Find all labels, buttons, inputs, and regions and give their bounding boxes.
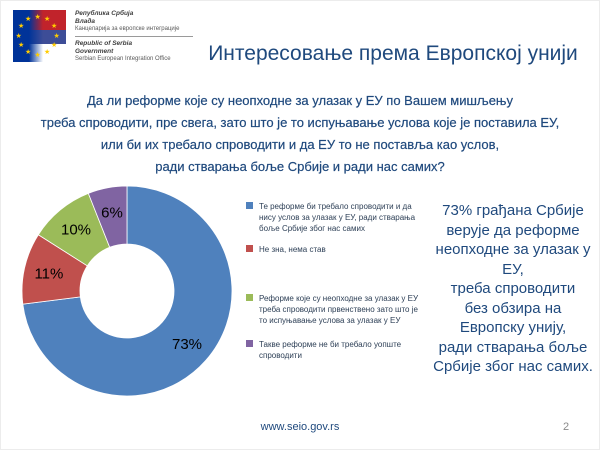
- doughnut-chart: 73% 11% 10% 6%: [21, 185, 233, 397]
- legend-label: Те реформе би требало спроводити и да ни…: [259, 202, 416, 233]
- callout-line: верује да реформе: [446, 221, 580, 239]
- eu-star-icon: ★: [18, 23, 25, 30]
- question-line: треба спроводити, пре свега, зато што је…: [40, 115, 560, 130]
- logo-line-en-1: Republic of Serbia: [75, 40, 133, 47]
- eu-star-icon: ★: [44, 16, 51, 24]
- logo-divider: [75, 36, 193, 37]
- eu-star-icon: ★: [50, 42, 58, 49]
- eu-star-icon: ★: [25, 16, 32, 24]
- doughnut-slice: [87, 185, 128, 248]
- logo-line-en-2: Government: [75, 48, 114, 55]
- legend-label: Реформе које су неопходне за улазак у ЕУ…: [259, 294, 419, 325]
- logo-line-en-3: Serbian European Integration Office: [75, 56, 171, 62]
- logo-text-block: Република Србија Влада Канцеларија за ев…: [75, 10, 205, 63]
- eu-star-icon: ★: [18, 42, 25, 49]
- callout-line: неопходне за улазак у: [435, 241, 591, 258]
- eu-serbia-flag-icon: ★ ★ ★ ★ ★ ★ ★ ★ ★ ★ ★ ★: [13, 10, 66, 62]
- slice-percentage-label: 6%: [101, 204, 123, 221]
- legend-label: Не зна, нема став: [259, 245, 326, 254]
- footer-url: www.seio.gov.rs: [260, 421, 340, 433]
- chart-legend: Те реформе би требало спроводити и да ни…: [246, 201, 426, 361]
- survey-question: Да ли реформе које су неопходне за улаза…: [8, 90, 592, 178]
- legend-item: Реформе које су неопходне за улазак у ЕУ…: [246, 293, 426, 326]
- callout-line: треба спроводити: [450, 280, 576, 297]
- slice-percentage-label: 10%: [61, 221, 91, 238]
- callout-line: 73% грађана Србије: [442, 202, 584, 219]
- question-line: ради стварања боље Србије и ради нас сам…: [155, 159, 445, 174]
- page-number: 2: [562, 421, 570, 433]
- legend-item: Не зна, нема став: [246, 244, 426, 255]
- eu-star-icon: ★: [50, 23, 58, 30]
- serbia-flag-stripes: [28, 10, 66, 62]
- slide-title: Интересовање према Европској унији: [208, 42, 578, 65]
- callout-line: Србије због нас самих.: [433, 358, 593, 375]
- legend-item: Такве реформе не би требало уопште спров…: [246, 339, 426, 361]
- legend-item: Те реформе би требало спроводити и да ни…: [246, 201, 426, 234]
- legend-swatch-icon: [246, 245, 253, 252]
- callout-line: ради стварања боље: [438, 338, 588, 356]
- slice-percentage-label: 11%: [34, 266, 63, 283]
- logo-line-sr-3: Канцеларија за европске интеграције: [75, 26, 180, 32]
- question-line: или би их требало спроводити и да ЕУ то …: [100, 137, 500, 152]
- eu-star-icon: ★: [25, 48, 32, 56]
- callout-line: Европску унију,: [459, 319, 567, 336]
- seio-logo: ★ ★ ★ ★ ★ ★ ★ ★ ★ ★ ★ ★ Република Србија Влада Канц…: [13, 10, 205, 63]
- eu-star-icon: ★: [34, 13, 41, 21]
- legend-label: Такве реформе не би требало уопште спров…: [259, 340, 402, 360]
- slice-percentage-label: 73%: [172, 336, 202, 353]
- doughnut-slice: [22, 185, 233, 397]
- legend-swatch-icon: [246, 294, 253, 301]
- legend-swatch-icon: [246, 202, 253, 209]
- eu-star-icon: ★: [34, 51, 41, 59]
- logo-line-sr-2: Влада: [75, 18, 95, 25]
- legend-swatch-icon: [246, 340, 253, 347]
- eu-star-icon: ★: [15, 32, 22, 40]
- logo-line-sr-1: Република Србија: [75, 10, 134, 17]
- eu-star-icon: ★: [53, 32, 60, 40]
- conclusion-callout: 73% грађана Србије верује да реформе нео…: [428, 201, 598, 377]
- eu-star-icon: ★: [44, 48, 51, 56]
- question-line: Да ли реформе које су неопходне за улаза…: [86, 93, 513, 108]
- callout-line: без обзира на: [464, 299, 562, 317]
- callout-line: ЕУ,: [502, 260, 524, 278]
